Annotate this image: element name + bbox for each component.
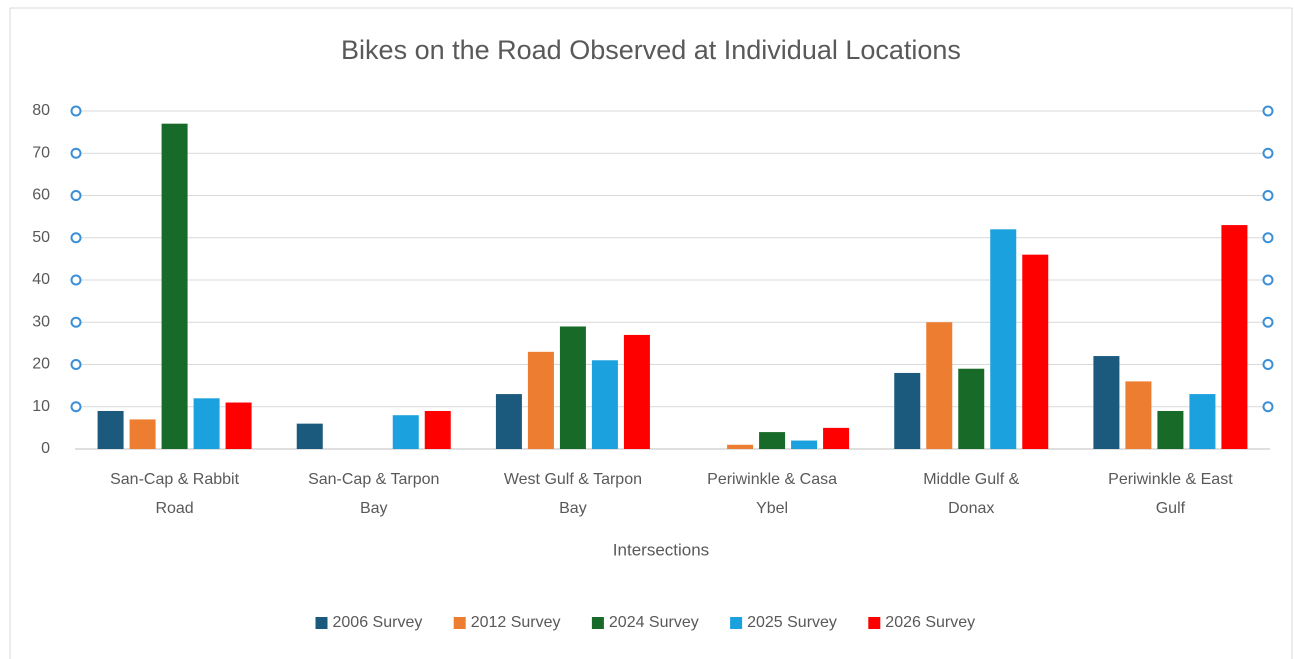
bar: [193, 398, 220, 449]
bar: [894, 372, 921, 449]
handle: [1262, 401, 1274, 413]
chart-title: Bikes on the Road Observed at Individual…: [341, 35, 961, 65]
bar: [591, 360, 618, 449]
bar: [527, 351, 554, 449]
legend-label: 2025 Survey: [747, 614, 837, 631]
bar: [296, 423, 323, 449]
y-tick-label: 0: [41, 440, 50, 457]
bar: [392, 415, 419, 449]
y-tick-label: 10: [32, 398, 50, 415]
legend-swatch: [730, 617, 743, 629]
legend-swatch: [453, 617, 466, 629]
handle: [1262, 232, 1274, 244]
y-tick-label: 30: [32, 313, 50, 330]
bar: [926, 322, 953, 449]
bar: [623, 334, 650, 449]
legend-swatch: [868, 617, 881, 629]
handle: [1262, 147, 1274, 159]
bar: [225, 402, 252, 449]
bar: [791, 440, 818, 449]
x-tick-label: Periwinkle & East Gulf: [1108, 471, 1233, 517]
bar: [97, 410, 124, 449]
bar: [1022, 254, 1049, 449]
y-tick-label: 60: [32, 187, 50, 204]
x-tick-label: San-Cap & Rabbit Road: [110, 471, 240, 517]
chart-frame: [9, 7, 1293, 659]
bar: [559, 326, 586, 449]
bar: [823, 427, 850, 449]
y-tick-label: 20: [32, 356, 50, 373]
legend-swatch: [591, 617, 604, 629]
bar: [1125, 381, 1152, 449]
x-tick-label: Middle Gulf & Donax: [923, 471, 1019, 517]
bar: [759, 432, 786, 449]
handle: [70, 316, 82, 328]
legend-swatch: [315, 617, 328, 629]
handle: [1262, 190, 1274, 201]
y-tick-label: 50: [32, 229, 50, 246]
bar: [129, 419, 156, 449]
x-tick-label: San-Cap & Tarpon Bay: [308, 471, 439, 517]
y-tick-label: 80: [32, 102, 50, 119]
legend-label: 2024 Survey: [609, 614, 699, 631]
handle: [70, 105, 82, 117]
y-tick-label: 40: [32, 271, 50, 288]
legend-label: 2006 Survey: [333, 614, 423, 631]
handle: [1262, 359, 1274, 370]
handle: [1262, 274, 1274, 286]
bar: [1189, 394, 1216, 449]
handle: [70, 190, 82, 201]
bar: [495, 394, 522, 449]
y-tick-label: 70: [32, 144, 50, 161]
handle: [70, 359, 82, 370]
bar: [958, 368, 985, 449]
bar: [424, 410, 451, 449]
bar: [1221, 225, 1248, 449]
bar: [1093, 356, 1120, 449]
x-tick-label: West Gulf & Tarpon Bay: [504, 471, 642, 517]
bar: [161, 123, 188, 450]
bar: [1157, 410, 1184, 449]
x-axis-title: Intersections: [613, 540, 709, 559]
legend-label: 2026 Survey: [885, 614, 975, 631]
handle: [70, 147, 82, 159]
legend-label: 2012 Survey: [471, 614, 561, 631]
handle: [1262, 105, 1274, 117]
handle: [70, 274, 82, 286]
bar: [990, 229, 1017, 449]
handle: [70, 232, 82, 244]
handle: [70, 401, 82, 413]
x-tick-label: Periwinkle & Casa Ybel: [707, 471, 837, 517]
bar: [727, 444, 754, 449]
handle: [1262, 316, 1274, 328]
